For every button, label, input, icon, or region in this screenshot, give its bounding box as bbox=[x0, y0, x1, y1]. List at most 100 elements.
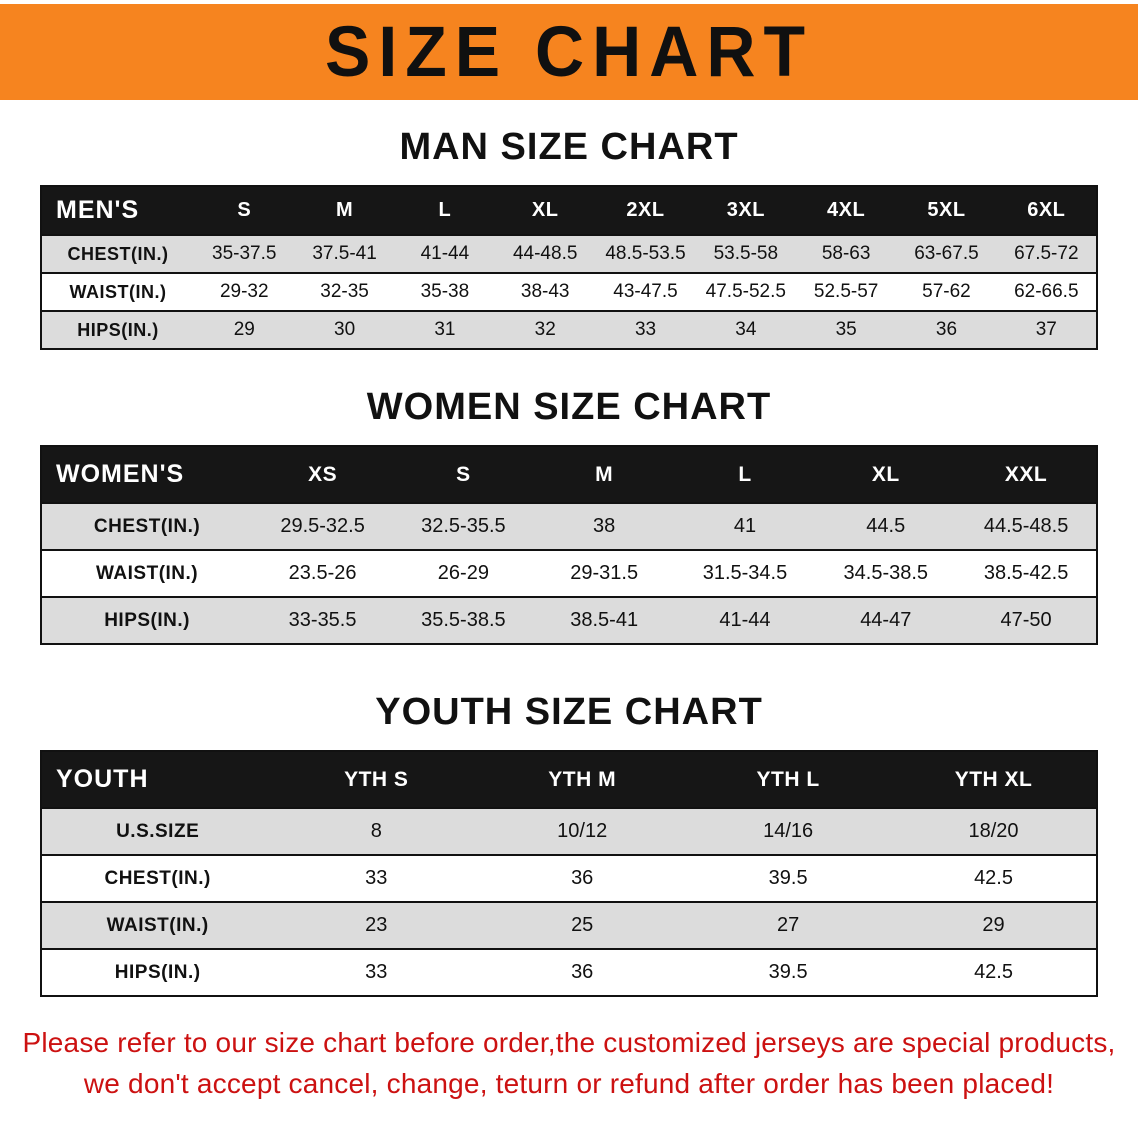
size-header-cell: XL bbox=[815, 446, 957, 503]
value-cell: 38 bbox=[533, 502, 675, 550]
size-header-cell: M bbox=[533, 446, 675, 503]
table-row: HIPS(IN.) 33-35.5 35.5-38.5 38.5-41 41-44 44-… bbox=[41, 596, 1097, 644]
value-cell: 38.5-41 bbox=[533, 596, 675, 644]
value-cell: 36 bbox=[479, 854, 686, 902]
banner-title: SIZE CHART bbox=[325, 12, 813, 92]
value-cell: 29-32 bbox=[194, 272, 295, 311]
row-label-cell: HIPS(IN.) bbox=[41, 948, 274, 996]
value-cell: 10/12 bbox=[479, 807, 686, 855]
value-cell: 44.5 bbox=[815, 502, 957, 550]
value-cell: 35-38 bbox=[394, 272, 496, 311]
value-cell: 37 bbox=[996, 310, 1097, 349]
size-header-cell: YTH XL bbox=[891, 751, 1097, 808]
table-row: CHEST(IN.) 29.5-32.5 32.5-35.5 38 41 44.5 44.5… bbox=[41, 502, 1097, 550]
value-cell: 58-63 bbox=[795, 234, 897, 273]
table-row: U.S.SIZE 8 10/12 14/16 18/20 bbox=[41, 807, 1097, 855]
table-row: HIPS(IN.) 33 36 39.5 42.5 bbox=[41, 948, 1097, 996]
women-size-table: WOMEN'S XS S M L XL XXL CHEST(IN.) 29.5-32.5 32.5… bbox=[40, 445, 1098, 645]
value-cell: 14/16 bbox=[685, 807, 892, 855]
table-row: WAIST(IN.) 29-32 32-35 35-38 38-43 43-47.5 47.… bbox=[41, 272, 1097, 311]
value-cell: 34 bbox=[695, 310, 796, 349]
value-cell: 26-29 bbox=[392, 549, 534, 597]
table-title-cell: YOUTH bbox=[41, 751, 274, 808]
value-cell: 32-35 bbox=[294, 272, 395, 311]
value-cell: 30 bbox=[294, 310, 395, 349]
table-header-row: YOUTH YTH S YTH M YTH L YTH XL bbox=[41, 751, 1097, 808]
value-cell: 57-62 bbox=[896, 272, 997, 311]
size-header-cell: XXL bbox=[956, 446, 1097, 503]
value-cell: 31 bbox=[394, 310, 496, 349]
value-cell: 34.5-38.5 bbox=[815, 549, 957, 597]
size-header-cell: YTH L bbox=[685, 751, 892, 808]
value-cell: 67.5-72 bbox=[996, 234, 1097, 273]
row-label-cell: CHEST(IN.) bbox=[41, 854, 274, 902]
table-title-cell: WOMEN'S bbox=[41, 446, 253, 503]
men-size-section: MAN SIZE CHART MEN'S S M L XL 2XL 3XL 4XL 5XL 6XL… bbox=[0, 126, 1138, 350]
value-cell: 48.5-53.5 bbox=[595, 234, 696, 273]
value-cell: 63-67.5 bbox=[896, 234, 997, 273]
row-label-cell: CHEST(IN.) bbox=[41, 234, 195, 273]
size-header-cell: 6XL bbox=[996, 186, 1097, 235]
value-cell: 32 bbox=[495, 310, 596, 349]
size-header-cell: YTH M bbox=[479, 751, 686, 808]
table-row: HIPS(IN.) 29 30 31 32 33 34 35 36 37 bbox=[41, 310, 1097, 349]
value-cell: 35.5-38.5 bbox=[392, 596, 534, 644]
row-label-cell: WAIST(IN.) bbox=[41, 901, 274, 949]
row-label-cell: CHEST(IN.) bbox=[41, 502, 253, 550]
size-chart-banner: SIZE CHART bbox=[0, 4, 1138, 100]
value-cell: 32.5-35.5 bbox=[392, 502, 534, 550]
value-cell: 39.5 bbox=[685, 854, 892, 902]
value-cell: 29 bbox=[194, 310, 295, 349]
value-cell: 33 bbox=[273, 854, 480, 902]
value-cell: 23 bbox=[273, 901, 480, 949]
size-header-cell: S bbox=[194, 186, 295, 235]
value-cell: 35 bbox=[795, 310, 897, 349]
disclaimer: Please refer to our size chart before or… bbox=[18, 1023, 1120, 1104]
size-header-cell: YTH S bbox=[273, 751, 480, 808]
size-header-cell: L bbox=[674, 446, 816, 503]
value-cell: 8 bbox=[273, 807, 480, 855]
table-title-cell: MEN'S bbox=[41, 186, 195, 235]
value-cell: 23.5-26 bbox=[252, 549, 393, 597]
table-header-row: MEN'S S M L XL 2XL 3XL 4XL 5XL 6XL bbox=[41, 186, 1097, 235]
value-cell: 38-43 bbox=[495, 272, 596, 311]
value-cell: 62-66.5 bbox=[996, 272, 1097, 311]
table-row: CHEST(IN.) 35-37.5 37.5-41 41-44 44-48.5 48.5… bbox=[41, 234, 1097, 273]
value-cell: 44-47 bbox=[815, 596, 957, 644]
value-cell: 41-44 bbox=[674, 596, 816, 644]
value-cell: 33 bbox=[595, 310, 696, 349]
size-header-cell: 2XL bbox=[595, 186, 696, 235]
value-cell: 29 bbox=[891, 901, 1097, 949]
value-cell: 25 bbox=[479, 901, 686, 949]
value-cell: 18/20 bbox=[891, 807, 1097, 855]
size-header-cell: 3XL bbox=[695, 186, 796, 235]
value-cell: 35-37.5 bbox=[194, 234, 295, 273]
table-row: WAIST(IN.) 23.5-26 26-29 29-31.5 31.5-34.5 34… bbox=[41, 549, 1097, 597]
size-header-cell: 5XL bbox=[896, 186, 997, 235]
value-cell: 38.5-42.5 bbox=[956, 549, 1097, 597]
value-cell: 41 bbox=[674, 502, 816, 550]
value-cell: 29-31.5 bbox=[533, 549, 675, 597]
value-cell: 36 bbox=[479, 948, 686, 996]
men-size-table: MEN'S S M L XL 2XL 3XL 4XL 5XL 6XL CHEST(IN.) 35-37… bbox=[40, 185, 1098, 350]
size-header-cell: M bbox=[294, 186, 395, 235]
value-cell: 44-48.5 bbox=[495, 234, 596, 273]
disclaimer-line-2: we don't accept cancel, change, teturn o… bbox=[83, 1067, 1055, 1099]
value-cell: 42.5 bbox=[891, 854, 1097, 902]
row-label-cell: U.S.SIZE bbox=[41, 807, 274, 855]
value-cell: 27 bbox=[685, 901, 892, 949]
value-cell: 47.5-52.5 bbox=[695, 272, 796, 311]
value-cell: 33-35.5 bbox=[252, 596, 393, 644]
value-cell: 41-44 bbox=[394, 234, 496, 273]
row-label-cell: HIPS(IN.) bbox=[41, 310, 195, 349]
size-header-cell: L bbox=[394, 186, 496, 235]
women-size-section: WOMEN SIZE CHART WOMEN'S XS S M L XL XXL CHEST(… bbox=[0, 386, 1138, 645]
size-header-cell: XS bbox=[252, 446, 393, 503]
value-cell: 37.5-41 bbox=[294, 234, 395, 273]
men-section-heading: MAN SIZE CHART bbox=[399, 126, 739, 168]
table-row: WAIST(IN.) 23 25 27 29 bbox=[41, 901, 1097, 949]
youth-size-section: YOUTH SIZE CHART YOUTH YTH S YTH M YTH L YTH… bbox=[0, 691, 1138, 997]
youth-section-heading: YOUTH SIZE CHART bbox=[375, 691, 763, 733]
size-header-cell: XL bbox=[495, 186, 596, 235]
women-section-heading: WOMEN SIZE CHART bbox=[366, 386, 772, 428]
